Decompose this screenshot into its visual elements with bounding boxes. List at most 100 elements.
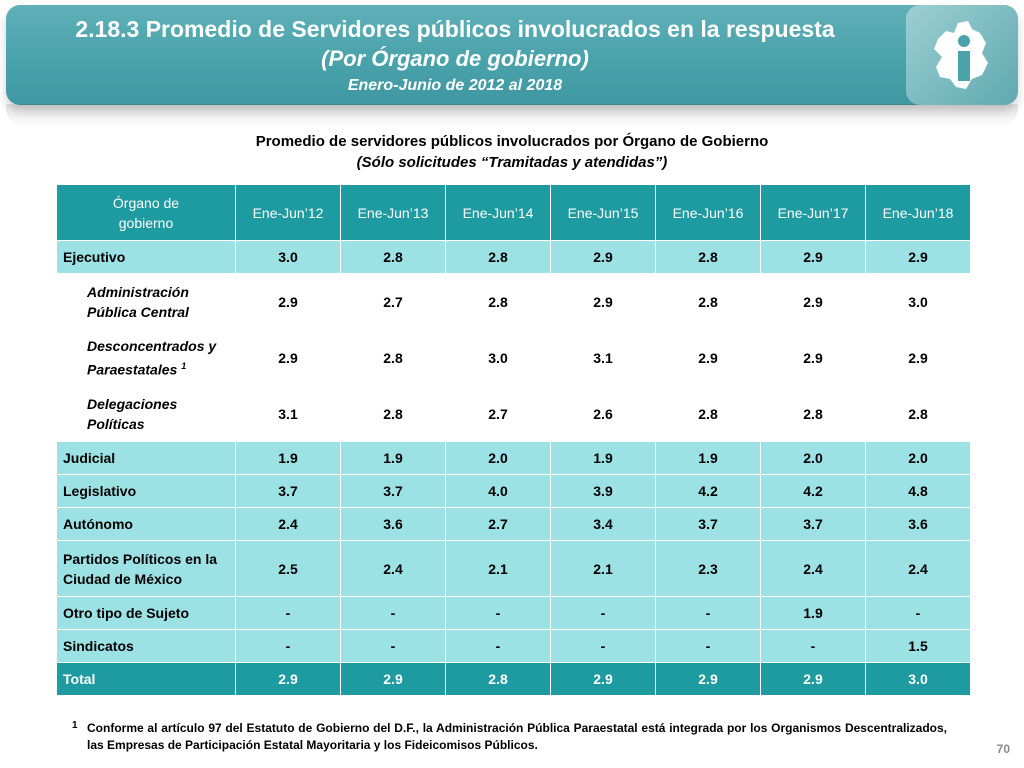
cell-value: 2.9 (760, 329, 866, 386)
row-label: Total (56, 662, 236, 696)
row-label-text: Desconcentrados y Paraestatales (87, 337, 217, 378)
cell-value: 3.0 (235, 240, 341, 274)
cell-value: - (445, 596, 551, 630)
cell-value: 3.7 (235, 474, 341, 508)
cell-value: - (760, 629, 866, 663)
cell-value: 2.9 (550, 273, 656, 330)
column-header-year: Ene-Jun’14 (445, 184, 551, 241)
cell-value: 2.4 (760, 540, 866, 597)
cell-value: 2.4 (865, 540, 971, 597)
cell-value: 4.2 (655, 474, 761, 508)
table-row: Judicial 1.9 1.9 2.0 1.9 1.9 2.0 2.0 (56, 441, 971, 475)
cell-value: 2.9 (235, 273, 341, 330)
table-row: Ejecutivo 3.0 2.8 2.8 2.9 2.8 2.9 2.9 (56, 240, 971, 274)
footnote-marker: 1 (181, 360, 187, 371)
cell-value: 3.6 (865, 507, 971, 541)
cdmx-info-icon (934, 21, 988, 89)
page-period: Enero-Junio de 2012 al 2018 (347, 77, 563, 94)
cell-value: 2.4 (340, 540, 446, 597)
footnote-text: Conforme al artículo 97 del Estatuto de … (87, 721, 947, 752)
row-label: Desconcentrados y Paraestatales 1 (56, 329, 236, 386)
cell-value: 3.6 (340, 507, 446, 541)
table-row: Delegaciones Políticas 3.1 2.8 2.7 2.6 2… (56, 385, 971, 442)
cell-value: 1.9 (340, 441, 446, 475)
cell-value: 2.1 (550, 540, 656, 597)
cell-value: 2.8 (865, 385, 971, 442)
table-total-row: Total 2.9 2.9 2.8 2.9 2.9 2.9 3.0 (56, 662, 971, 696)
logo-badge (906, 5, 1018, 105)
cell-value: - (445, 629, 551, 663)
cell-value: 4.2 (760, 474, 866, 508)
row-label: Otro tipo de Sujeto (56, 596, 236, 630)
cell-value: 2.8 (445, 273, 551, 330)
cell-value: - (655, 596, 761, 630)
row-label: Ejecutivo (56, 240, 236, 274)
row-label: Delegaciones Políticas (56, 385, 236, 442)
cell-value: - (340, 629, 446, 663)
cell-value: 2.8 (445, 662, 551, 696)
cell-value: 2.0 (445, 441, 551, 475)
cell-value: 3.4 (550, 507, 656, 541)
row-label: Autónomo (56, 507, 236, 541)
cell-value: 2.9 (865, 240, 971, 274)
header-banner-shadow (6, 104, 1018, 128)
cell-value: 2.8 (760, 385, 866, 442)
table-row: Autónomo 2.4 3.6 2.7 3.4 3.7 3.7 3.6 (56, 507, 971, 541)
row-label: Sindicatos (56, 629, 236, 663)
cell-value: 2.9 (760, 240, 866, 274)
cell-value: 3.7 (655, 507, 761, 541)
cell-value: 1.9 (760, 596, 866, 630)
cell-value: - (235, 629, 341, 663)
page-number: 70 (996, 742, 1010, 756)
cell-value: - (550, 596, 656, 630)
cell-value: 2.9 (760, 662, 866, 696)
cell-value: 2.4 (235, 507, 341, 541)
cell-value: - (235, 596, 341, 630)
cell-value: - (655, 629, 761, 663)
cell-value: - (865, 596, 971, 630)
cell-value: 2.1 (445, 540, 551, 597)
cell-value: 2.8 (655, 240, 761, 274)
cell-value: 2.6 (550, 385, 656, 442)
table-row: Partidos Políticos en la Ciudad de Méxic… (56, 540, 971, 597)
column-header-year: Ene-Jun’16 (655, 184, 761, 241)
cell-value: 3.0 (445, 329, 551, 386)
row-label: Judicial (56, 441, 236, 475)
column-header-year: Ene-Jun’18 (865, 184, 971, 241)
cell-value: 2.9 (865, 329, 971, 386)
table-row: Administración Pública Central 2.9 2.7 2… (56, 273, 971, 330)
column-header-year: Ene-Jun’15 (550, 184, 656, 241)
cell-value: 2.7 (445, 385, 551, 442)
footnote-number: 1 (72, 720, 78, 731)
cell-value: 2.8 (445, 240, 551, 274)
cell-value: 2.0 (865, 441, 971, 475)
cell-value: 2.8 (655, 273, 761, 330)
cell-value: 3.7 (340, 474, 446, 508)
cell-value: 4.8 (865, 474, 971, 508)
cell-value: 2.9 (760, 273, 866, 330)
row-label: Administración Pública Central (56, 273, 236, 330)
header-banner (6, 5, 1018, 105)
table-row: Legislativo 3.7 3.7 4.0 3.9 4.2 4.2 4.8 (56, 474, 971, 508)
footnote: 1 Conforme al artículo 97 del Estatuto d… (70, 720, 947, 754)
table-caption: Promedio de servidores públicos involucr… (255, 133, 769, 150)
row-label: Partidos Políticos en la Ciudad de Méxic… (56, 540, 236, 597)
cell-value: 2.8 (655, 385, 761, 442)
cell-value: 2.5 (235, 540, 341, 597)
cell-value: 2.0 (760, 441, 866, 475)
column-header-year: Ene-Jun’12 (235, 184, 341, 241)
cell-value: 2.7 (445, 507, 551, 541)
cell-value: - (550, 629, 656, 663)
table-row: Desconcentrados y Paraestatales 1 2.9 2.… (56, 329, 971, 386)
cell-value: 4.0 (445, 474, 551, 508)
table-row: Otro tipo de Sujeto - - - - - 1.9 - (56, 596, 971, 630)
cell-value: 2.9 (340, 662, 446, 696)
cell-value: 1.5 (865, 629, 971, 663)
cell-value: 2.8 (340, 240, 446, 274)
cell-value: 2.9 (655, 662, 761, 696)
column-header-year: Ene-Jun’13 (340, 184, 446, 241)
cell-value: 3.0 (865, 273, 971, 330)
cell-value: 3.7 (760, 507, 866, 541)
column-header-year: Ene-Jun’17 (760, 184, 866, 241)
table-header-row: Órgano de gobierno Ene-Jun’12 Ene-Jun’13… (56, 184, 971, 241)
